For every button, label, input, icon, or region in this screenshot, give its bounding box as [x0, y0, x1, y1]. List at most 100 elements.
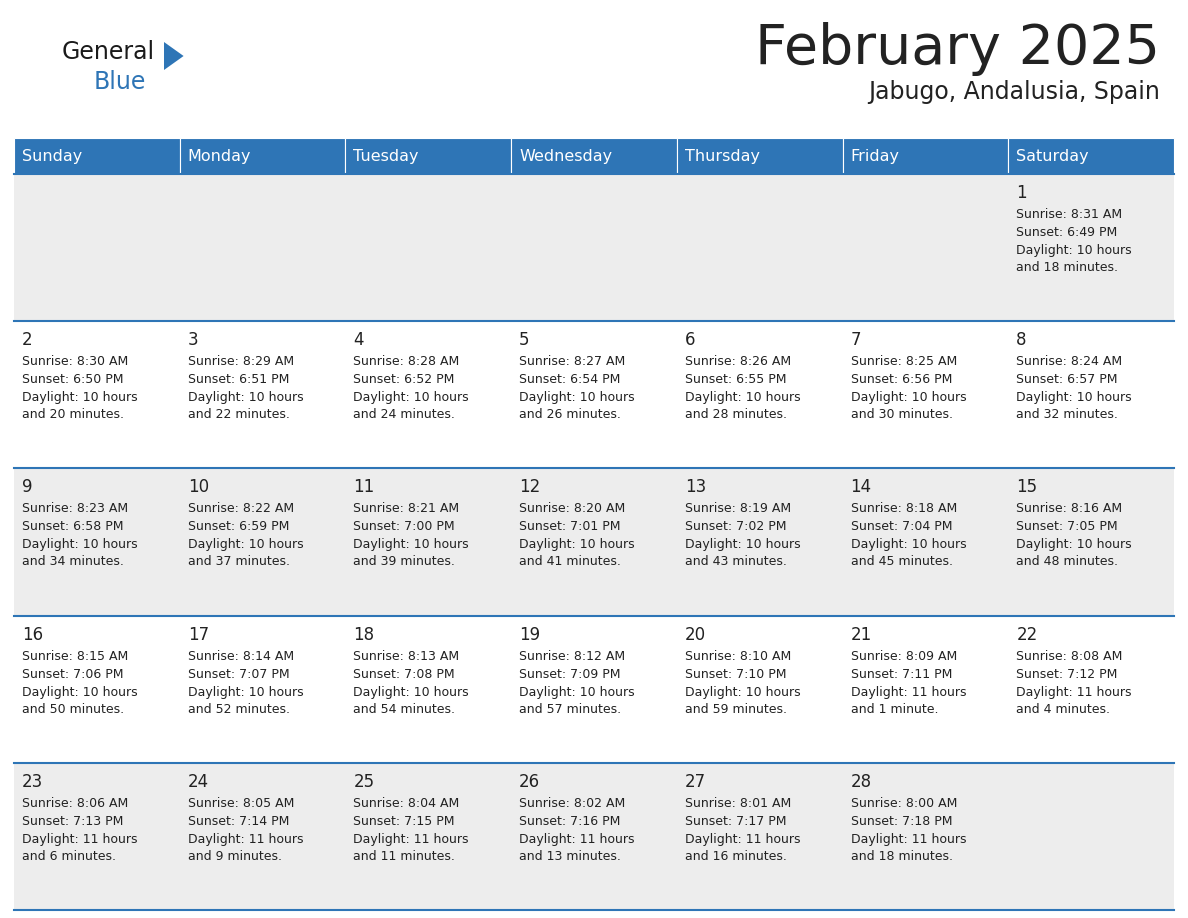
Text: 8: 8 [1016, 331, 1026, 349]
Text: Daylight: 10 hours
and 20 minutes.: Daylight: 10 hours and 20 minutes. [23, 391, 138, 421]
Text: Sunrise: 8:10 AM: Sunrise: 8:10 AM [684, 650, 791, 663]
Text: Sunset: 6:51 PM: Sunset: 6:51 PM [188, 374, 289, 386]
Text: 7: 7 [851, 331, 861, 349]
Text: Daylight: 11 hours
and 13 minutes.: Daylight: 11 hours and 13 minutes. [519, 833, 634, 863]
Text: Daylight: 10 hours
and 26 minutes.: Daylight: 10 hours and 26 minutes. [519, 391, 634, 421]
Text: Sunrise: 8:24 AM: Sunrise: 8:24 AM [1016, 355, 1123, 368]
Text: Daylight: 10 hours
and 30 minutes.: Daylight: 10 hours and 30 minutes. [851, 391, 966, 421]
FancyBboxPatch shape [677, 138, 842, 174]
Text: Tuesday: Tuesday [353, 149, 419, 163]
FancyBboxPatch shape [842, 138, 1009, 174]
FancyBboxPatch shape [346, 138, 511, 174]
Text: Sunset: 6:59 PM: Sunset: 6:59 PM [188, 521, 289, 533]
FancyBboxPatch shape [14, 174, 1174, 321]
Text: Sunset: 7:02 PM: Sunset: 7:02 PM [684, 521, 786, 533]
Text: 23: 23 [23, 773, 43, 790]
Text: 4: 4 [353, 331, 364, 349]
Text: Sunrise: 8:31 AM: Sunrise: 8:31 AM [1016, 208, 1123, 221]
Text: Blue: Blue [94, 70, 146, 94]
Text: Sunrise: 8:26 AM: Sunrise: 8:26 AM [684, 355, 791, 368]
Text: Sunrise: 8:00 AM: Sunrise: 8:00 AM [851, 797, 958, 810]
Text: Sunset: 7:15 PM: Sunset: 7:15 PM [353, 815, 455, 828]
Text: Sunrise: 8:04 AM: Sunrise: 8:04 AM [353, 797, 460, 810]
Text: Sunrise: 8:06 AM: Sunrise: 8:06 AM [23, 797, 128, 810]
Text: Sunset: 6:54 PM: Sunset: 6:54 PM [519, 374, 620, 386]
Text: Daylight: 11 hours
and 16 minutes.: Daylight: 11 hours and 16 minutes. [684, 833, 801, 863]
Text: Sunrise: 8:15 AM: Sunrise: 8:15 AM [23, 650, 128, 663]
Text: Daylight: 11 hours
and 11 minutes.: Daylight: 11 hours and 11 minutes. [353, 833, 469, 863]
Text: 24: 24 [188, 773, 209, 790]
Text: Sunrise: 8:23 AM: Sunrise: 8:23 AM [23, 502, 128, 515]
Text: 22: 22 [1016, 625, 1037, 644]
Text: Daylight: 10 hours
and 43 minutes.: Daylight: 10 hours and 43 minutes. [684, 538, 801, 568]
Text: Sunset: 7:17 PM: Sunset: 7:17 PM [684, 815, 786, 828]
Text: Daylight: 11 hours
and 18 minutes.: Daylight: 11 hours and 18 minutes. [851, 833, 966, 863]
Text: 12: 12 [519, 478, 541, 497]
Text: Daylight: 10 hours
and 50 minutes.: Daylight: 10 hours and 50 minutes. [23, 686, 138, 716]
Text: Sunset: 6:58 PM: Sunset: 6:58 PM [23, 521, 124, 533]
Text: Sunset: 6:49 PM: Sunset: 6:49 PM [1016, 226, 1118, 239]
Text: Sunrise: 8:08 AM: Sunrise: 8:08 AM [1016, 650, 1123, 663]
Text: 14: 14 [851, 478, 872, 497]
Text: Sunset: 7:11 PM: Sunset: 7:11 PM [851, 667, 952, 680]
FancyBboxPatch shape [179, 138, 346, 174]
Text: 27: 27 [684, 773, 706, 790]
Text: Sunset: 6:52 PM: Sunset: 6:52 PM [353, 374, 455, 386]
Text: Sunset: 7:06 PM: Sunset: 7:06 PM [23, 667, 124, 680]
Text: Sunrise: 8:30 AM: Sunrise: 8:30 AM [23, 355, 128, 368]
Text: Sunrise: 8:22 AM: Sunrise: 8:22 AM [188, 502, 293, 515]
Text: Daylight: 10 hours
and 41 minutes.: Daylight: 10 hours and 41 minutes. [519, 538, 634, 568]
Text: Sunset: 7:09 PM: Sunset: 7:09 PM [519, 667, 620, 680]
Text: Sunrise: 8:18 AM: Sunrise: 8:18 AM [851, 502, 956, 515]
Text: Daylight: 10 hours
and 39 minutes.: Daylight: 10 hours and 39 minutes. [353, 538, 469, 568]
Text: General: General [62, 40, 156, 64]
Text: Sunset: 7:05 PM: Sunset: 7:05 PM [1016, 521, 1118, 533]
Text: Sunrise: 8:16 AM: Sunrise: 8:16 AM [1016, 502, 1123, 515]
Text: 15: 15 [1016, 478, 1037, 497]
Polygon shape [164, 42, 184, 70]
Text: 13: 13 [684, 478, 706, 497]
Text: Daylight: 10 hours
and 24 minutes.: Daylight: 10 hours and 24 minutes. [353, 391, 469, 421]
Text: Daylight: 10 hours
and 48 minutes.: Daylight: 10 hours and 48 minutes. [1016, 538, 1132, 568]
FancyBboxPatch shape [511, 138, 677, 174]
Text: 25: 25 [353, 773, 374, 790]
Text: 20: 20 [684, 625, 706, 644]
Text: Daylight: 11 hours
and 9 minutes.: Daylight: 11 hours and 9 minutes. [188, 833, 303, 863]
FancyBboxPatch shape [1009, 138, 1174, 174]
Text: 18: 18 [353, 625, 374, 644]
Text: Daylight: 11 hours
and 6 minutes.: Daylight: 11 hours and 6 minutes. [23, 833, 138, 863]
Text: Sunrise: 8:20 AM: Sunrise: 8:20 AM [519, 502, 625, 515]
Text: Daylight: 10 hours
and 57 minutes.: Daylight: 10 hours and 57 minutes. [519, 686, 634, 716]
Text: Sunset: 7:13 PM: Sunset: 7:13 PM [23, 815, 124, 828]
Text: Sunrise: 8:13 AM: Sunrise: 8:13 AM [353, 650, 460, 663]
Text: Sunset: 7:08 PM: Sunset: 7:08 PM [353, 667, 455, 680]
Text: Sunrise: 8:12 AM: Sunrise: 8:12 AM [519, 650, 625, 663]
Text: Sunrise: 8:09 AM: Sunrise: 8:09 AM [851, 650, 956, 663]
Text: 26: 26 [519, 773, 541, 790]
Text: 2: 2 [23, 331, 32, 349]
Text: 5: 5 [519, 331, 530, 349]
Text: Sunset: 7:18 PM: Sunset: 7:18 PM [851, 815, 952, 828]
Text: 6: 6 [684, 331, 695, 349]
Text: February 2025: February 2025 [756, 22, 1159, 76]
Text: Sunrise: 8:21 AM: Sunrise: 8:21 AM [353, 502, 460, 515]
Text: 1: 1 [1016, 184, 1026, 202]
Text: Sunset: 7:12 PM: Sunset: 7:12 PM [1016, 667, 1118, 680]
Text: 17: 17 [188, 625, 209, 644]
Text: Daylight: 11 hours
and 4 minutes.: Daylight: 11 hours and 4 minutes. [1016, 686, 1132, 716]
Text: Sunrise: 8:02 AM: Sunrise: 8:02 AM [519, 797, 625, 810]
Text: Sunday: Sunday [23, 149, 82, 163]
Text: Daylight: 10 hours
and 59 minutes.: Daylight: 10 hours and 59 minutes. [684, 686, 801, 716]
Text: Daylight: 10 hours
and 45 minutes.: Daylight: 10 hours and 45 minutes. [851, 538, 966, 568]
Text: Friday: Friday [851, 149, 899, 163]
Text: Sunrise: 8:01 AM: Sunrise: 8:01 AM [684, 797, 791, 810]
FancyBboxPatch shape [14, 468, 1174, 616]
Text: Sunset: 6:55 PM: Sunset: 6:55 PM [684, 374, 786, 386]
Text: Sunset: 6:57 PM: Sunset: 6:57 PM [1016, 374, 1118, 386]
Text: 11: 11 [353, 478, 374, 497]
Text: Sunset: 7:04 PM: Sunset: 7:04 PM [851, 521, 952, 533]
Text: Daylight: 10 hours
and 34 minutes.: Daylight: 10 hours and 34 minutes. [23, 538, 138, 568]
Text: Sunrise: 8:29 AM: Sunrise: 8:29 AM [188, 355, 293, 368]
FancyBboxPatch shape [14, 138, 179, 174]
Text: Saturday: Saturday [1016, 149, 1089, 163]
